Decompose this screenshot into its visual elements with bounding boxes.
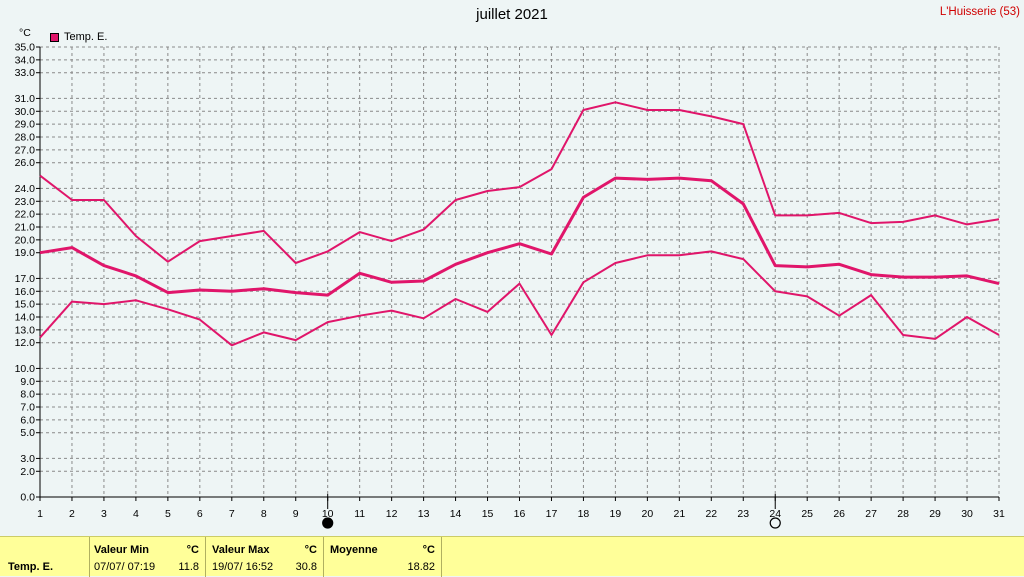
x-tick-label: 29 xyxy=(929,508,941,520)
x-tick-label: 13 xyxy=(418,508,430,520)
stats-footer: Temp. E. Valeur Min °C 07/07/ 07:19 11.8… xyxy=(0,536,1024,577)
x-tick-label: 22 xyxy=(705,508,717,520)
legend-label: Temp. E. xyxy=(64,31,108,43)
y-tick-label: 23.0 xyxy=(15,196,36,208)
x-tick-label: 15 xyxy=(482,508,494,520)
y-tick-label: 28.0 xyxy=(15,132,36,144)
x-tick-label: 25 xyxy=(801,508,813,520)
y-tick-label: 29.0 xyxy=(15,119,36,131)
y-tick-label: 30.0 xyxy=(15,106,36,118)
y-tick-label: 19.0 xyxy=(15,247,36,259)
x-tick-label: 11 xyxy=(354,508,365,520)
max-unit: °C xyxy=(304,544,317,556)
max-value: 30.8 xyxy=(295,561,317,573)
x-tick-label: 5 xyxy=(165,508,171,520)
x-tick-label: 9 xyxy=(293,508,299,520)
y-axis-ticks: 0.0 2.03.0 5.06.07.08.09.010.0 12.013.014.0… xyxy=(15,42,40,504)
series-line-mean xyxy=(39,176,1000,297)
avg-value: 18.82 xyxy=(407,561,435,573)
x-tick-label: 28 xyxy=(897,508,909,520)
y-tick-label: 13.0 xyxy=(15,324,36,336)
y-tick-label: 26.0 xyxy=(15,157,36,169)
avg-unit: °C xyxy=(422,544,435,556)
min-unit: °C xyxy=(186,544,199,556)
legend: Temp. E. xyxy=(50,31,107,43)
series-line-min xyxy=(39,250,1000,347)
full-moon-icon xyxy=(769,517,781,529)
x-tick-label: 31 xyxy=(993,508,1005,520)
y-tick-label: 20.0 xyxy=(15,234,36,246)
y-tick-label: 7.0 xyxy=(20,402,35,414)
y-tick-label: 17.0 xyxy=(15,273,36,285)
y-tick-label: 15.0 xyxy=(15,299,36,311)
y-axis-unit: °C xyxy=(19,27,31,39)
station-name: L'Huisserie (53) xyxy=(939,6,1020,18)
x-tick-label: 4 xyxy=(133,508,139,520)
y-tick-label: 14.0 xyxy=(15,312,36,324)
x-tick-label: 17 xyxy=(546,508,558,520)
x-tick-label: 30 xyxy=(961,508,973,520)
x-tick-label: 8 xyxy=(261,508,267,520)
legend-swatch xyxy=(50,32,59,42)
max-cell: Valeur Max °C 19/07/ 16:52 30.8 xyxy=(206,537,324,577)
x-tick-label: 16 xyxy=(514,508,526,520)
y-tick-label: 27.0 xyxy=(15,144,36,156)
x-tick-label: 3 xyxy=(101,508,107,520)
y-tick-label: 9.0 xyxy=(20,376,35,388)
x-tick-label: 7 xyxy=(229,508,235,520)
y-tick-label: 5.0 xyxy=(20,427,35,439)
y-tick-label: 21.0 xyxy=(15,222,36,234)
y-tick-label: 31.0 xyxy=(15,93,36,105)
x-tick-label: 21 xyxy=(673,508,685,520)
y-tick-label: 33.0 xyxy=(15,67,36,79)
y-tick-label: 24.0 xyxy=(15,183,36,195)
x-tick-label: 2 xyxy=(69,508,75,520)
y-tick-label: 0.0 xyxy=(20,492,35,504)
x-tick-label: 23 xyxy=(737,508,749,520)
x-tick-label: 18 xyxy=(578,508,590,520)
x-tick-label: 10 xyxy=(322,508,334,520)
y-tick-label: 10.0 xyxy=(15,363,36,375)
y-tick-label: 8.0 xyxy=(20,389,35,401)
x-tick-label: 19 xyxy=(610,508,622,520)
min-datetime: 07/07/ 07:19 xyxy=(94,561,156,573)
chart-grid xyxy=(39,46,1000,498)
y-tick-label: 35.0 xyxy=(15,42,36,54)
stats-row-label: Temp. E. xyxy=(8,561,54,573)
min-cell: Valeur Min °C 07/07/ 07:19 11.8 xyxy=(90,537,206,577)
chart-axes xyxy=(39,47,999,498)
y-tick-label: 22.0 xyxy=(15,209,36,221)
min-header: Valeur Min xyxy=(94,544,150,556)
min-value: 11.8 xyxy=(178,561,199,573)
avg-cell: Moyenne °C 18.82 xyxy=(324,537,442,577)
x-tick-label: 26 xyxy=(833,508,845,520)
x-tick-label: 14 xyxy=(450,508,462,520)
max-datetime: 19/07/ 16:52 xyxy=(212,561,274,573)
series-line-max xyxy=(39,101,1000,264)
x-axis-ticks: 1 2 3 4 5 6 7 8 9 10 11 12 13 14 15 16 17 18 19 20 21 22 23 24 2… xyxy=(37,497,1005,520)
max-header: Valeur Max xyxy=(212,544,270,556)
temperature-chart: 0.0 2.03.0 5.06.07.08.09.010.0 12.013.014.0… xyxy=(15,42,1005,529)
new-moon-icon xyxy=(322,517,334,529)
x-tick-label: 20 xyxy=(642,508,654,520)
x-tick-label: 24 xyxy=(769,508,781,520)
chart-title: juillet 2021 xyxy=(476,6,548,23)
x-tick-label: 27 xyxy=(865,508,877,520)
y-tick-label: 3.0 xyxy=(20,453,35,465)
x-tick-label: 1 xyxy=(37,508,43,520)
chart-series xyxy=(39,101,1000,347)
y-tick-label: 34.0 xyxy=(15,54,36,66)
x-tick-label: 12 xyxy=(386,508,398,520)
y-tick-label: 2.0 xyxy=(20,466,35,478)
avg-header: Moyenne xyxy=(330,544,378,556)
stats-row-label-cell: Temp. E. xyxy=(0,537,90,577)
y-tick-label: 16.0 xyxy=(15,286,36,298)
y-tick-label: 12.0 xyxy=(15,337,36,349)
moon-markers xyxy=(322,494,781,529)
y-tick-label: 6.0 xyxy=(20,414,35,426)
x-tick-label: 6 xyxy=(197,508,203,520)
